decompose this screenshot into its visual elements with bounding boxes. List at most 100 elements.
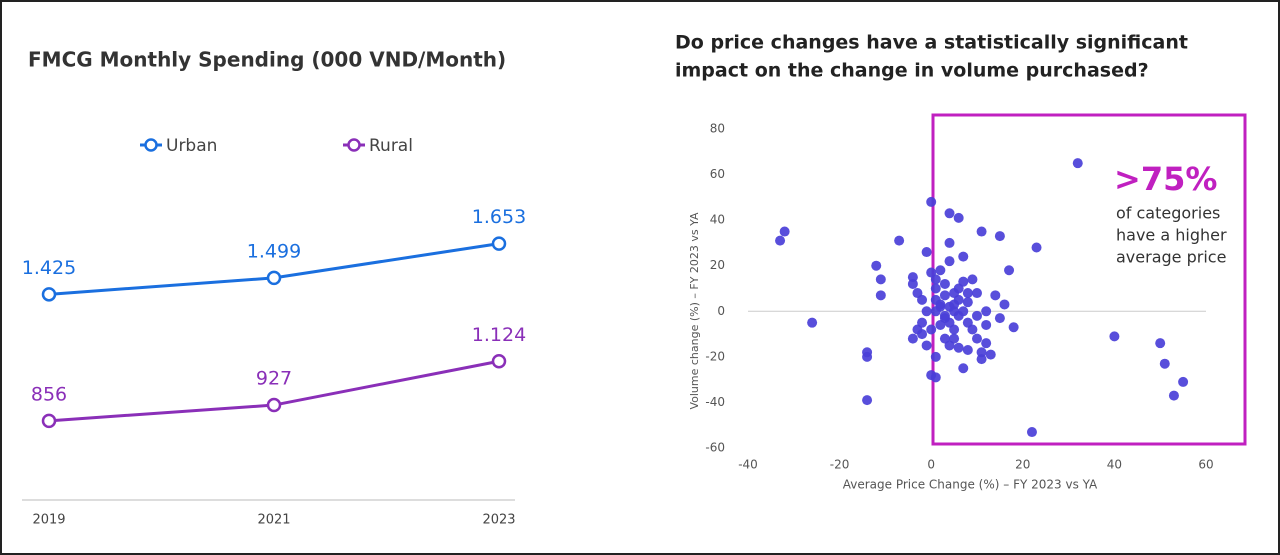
x-axis-label: Average Price Change (%) – FY 2023 vs YA: [843, 478, 1098, 492]
point: [1072, 158, 1083, 169]
point: [491, 354, 507, 369]
chart-title: Do price changes have a statistically si…: [675, 32, 1188, 54]
point: [944, 256, 955, 267]
point: [981, 338, 992, 349]
x-tick-label: 60: [1198, 458, 1213, 472]
point: [999, 299, 1010, 310]
point: [917, 294, 928, 305]
point: [972, 333, 982, 344]
x-tick-label: 2021: [257, 513, 290, 528]
point: [972, 310, 982, 321]
y-tick-label: 60: [710, 167, 725, 181]
data-label: 927: [256, 368, 292, 390]
point: [921, 247, 932, 258]
point: [779, 226, 790, 237]
point: [944, 237, 955, 248]
point: [990, 290, 1001, 301]
point: [935, 319, 946, 330]
point: [972, 288, 982, 299]
x-tick-label: -40: [738, 458, 758, 472]
point: [981, 319, 992, 330]
point: [944, 208, 955, 219]
point: [1031, 242, 1042, 253]
point: [807, 317, 818, 328]
chart-title: FMCG Monthly Spending (000 VND/Month): [28, 48, 506, 72]
data-label: 1.425: [22, 257, 76, 279]
data-label: 1.653: [472, 206, 526, 228]
point: [926, 324, 937, 335]
point: [894, 235, 905, 246]
point: [962, 288, 973, 299]
point: [981, 306, 992, 317]
point: [930, 351, 941, 362]
point: [976, 354, 987, 365]
annotation-headline: >75%: [1114, 160, 1217, 198]
point: [935, 265, 946, 276]
point: [907, 333, 918, 344]
point: [939, 278, 950, 289]
point: [976, 226, 987, 237]
point: [775, 235, 786, 246]
point: [949, 324, 960, 335]
data-label: 856: [31, 383, 67, 405]
point: [953, 294, 964, 305]
point: [871, 260, 882, 271]
chart-title: impact on the change in volume purchased…: [675, 60, 1149, 82]
point: [41, 287, 57, 302]
point: [1026, 427, 1037, 438]
x-tick-label: 0: [927, 458, 935, 472]
point: [1155, 338, 1166, 349]
point: [1109, 331, 1120, 342]
legend-label: Urban: [166, 136, 217, 156]
y-tick-label: -60: [705, 441, 725, 455]
annotation-text: average price: [1116, 248, 1226, 267]
annotation-text: have a higher: [1116, 226, 1227, 245]
point: [994, 313, 1005, 324]
data-label: 1.499: [247, 240, 301, 262]
x-tick-label: 2023: [482, 513, 515, 528]
point: [41, 413, 57, 429]
point: [266, 270, 282, 286]
point: [862, 395, 873, 406]
point: [985, 349, 996, 360]
point: [266, 397, 282, 413]
point: [875, 290, 886, 301]
point: [930, 306, 941, 317]
x-tick-label: 2019: [32, 513, 65, 528]
point: [1159, 358, 1170, 369]
point: [921, 306, 932, 317]
y-tick-label: 20: [710, 258, 725, 272]
y-tick-label: -20: [705, 349, 725, 363]
point: [930, 274, 941, 285]
point: [953, 342, 964, 353]
point: [949, 333, 960, 344]
point: [926, 196, 937, 207]
legend-marker: [144, 138, 158, 152]
point: [939, 310, 950, 321]
point: [967, 274, 978, 285]
y-tick-label: -40: [705, 395, 725, 409]
point: [962, 297, 973, 308]
point: [907, 278, 918, 289]
point: [930, 372, 941, 383]
point: [862, 351, 873, 362]
point: [939, 333, 950, 344]
point: [491, 236, 507, 251]
point: [939, 290, 950, 301]
point: [1168, 390, 1179, 401]
point: [953, 283, 964, 294]
point: [875, 274, 886, 285]
point: [958, 251, 969, 262]
point: [917, 317, 928, 328]
point: [1004, 265, 1015, 276]
x-tick-label: 40: [1107, 458, 1122, 472]
y-tick-label: 40: [710, 213, 725, 227]
data-label: 1.124: [472, 324, 526, 346]
point: [1008, 322, 1019, 333]
point: [921, 340, 932, 351]
point: [930, 283, 941, 294]
point: [944, 301, 955, 312]
y-tick-label: 0: [717, 304, 725, 318]
